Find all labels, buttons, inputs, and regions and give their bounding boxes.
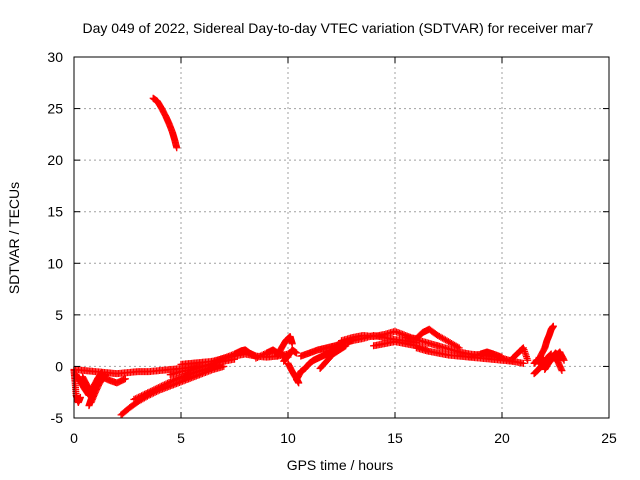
data-track — [209, 346, 260, 365]
data-point — [498, 353, 506, 361]
data-point — [164, 379, 172, 387]
data-point — [157, 382, 165, 390]
data-point — [167, 378, 175, 386]
data-point — [145, 388, 153, 396]
data-track — [466, 348, 506, 361]
x-tick-label: 15 — [387, 430, 403, 446]
grid-lines — [74, 57, 609, 418]
x-tick-label: 5 — [177, 430, 185, 446]
data-point — [293, 349, 301, 357]
data-point — [255, 353, 263, 361]
data-point — [336, 341, 344, 349]
x-tick-label: 25 — [601, 430, 617, 446]
data-point — [171, 376, 179, 384]
data-point — [549, 322, 557, 330]
plot-frame — [73, 56, 610, 419]
data-track — [85, 391, 97, 410]
data-track — [293, 348, 335, 384]
y-tick-label: -5 — [51, 410, 64, 426]
data-point — [76, 393, 84, 401]
data-point — [162, 380, 170, 388]
data-point — [153, 384, 161, 392]
data-point — [560, 356, 568, 364]
data-point — [258, 351, 266, 359]
data-point — [160, 381, 168, 389]
data-point — [121, 375, 129, 383]
data-point — [148, 387, 156, 395]
data-point — [133, 394, 141, 402]
data-point — [288, 340, 296, 348]
data-track — [149, 94, 181, 152]
y-axis-label: SDTVAR / TECUs — [6, 182, 22, 294]
y-tick-label: 25 — [47, 101, 63, 117]
data-point — [138, 392, 146, 400]
y-tick-label: 20 — [47, 152, 63, 168]
y-tick-label: 10 — [47, 255, 63, 271]
data-track — [70, 362, 206, 378]
x-axis-label: GPS time / hours — [287, 457, 394, 473]
y-tick-label: 5 — [55, 307, 63, 323]
data-track — [509, 344, 532, 364]
data-point — [260, 350, 268, 358]
data-track — [273, 333, 296, 360]
data-track — [96, 372, 129, 387]
data-point — [142, 390, 150, 398]
data-track — [537, 322, 557, 360]
data-point — [151, 385, 159, 393]
data-point — [136, 392, 144, 400]
data-point — [141, 390, 149, 398]
y-tick-label: 0 — [55, 358, 63, 374]
data-track — [530, 348, 568, 368]
data-point — [524, 356, 532, 364]
data-point — [252, 354, 260, 362]
data-point — [165, 378, 173, 386]
data-track — [280, 346, 301, 365]
data-point — [159, 381, 167, 389]
data-track — [338, 327, 442, 350]
data-points — [70, 94, 568, 419]
y-tick-label: 30 — [47, 49, 63, 65]
data-point — [154, 384, 162, 392]
chart-title: Day 049 of 2022, Sidereal Day-to-day VTE… — [83, 20, 594, 36]
data-point — [89, 391, 97, 399]
data-point — [156, 383, 164, 391]
data-point — [135, 393, 143, 401]
data-point — [253, 353, 261, 361]
data-point — [130, 395, 138, 403]
data-point — [147, 387, 155, 395]
data-point — [168, 377, 176, 385]
x-tick-label: 10 — [280, 430, 296, 446]
data-point — [519, 359, 527, 367]
axis-ticks: 0 5 10 15 20 25 -5 0 5 10 15 20 25 30 — [47, 49, 617, 446]
x-tick-label: 20 — [494, 430, 510, 446]
data-point — [170, 376, 178, 384]
data-point — [150, 386, 158, 394]
data-point — [139, 391, 147, 399]
data-point — [131, 395, 139, 403]
data-point — [173, 144, 181, 152]
x-tick-label: 0 — [70, 430, 78, 446]
data-track — [402, 325, 463, 352]
y-tick-label: 15 — [47, 204, 63, 220]
data-point — [558, 367, 566, 375]
data-point — [256, 352, 264, 360]
data-point — [144, 389, 152, 397]
